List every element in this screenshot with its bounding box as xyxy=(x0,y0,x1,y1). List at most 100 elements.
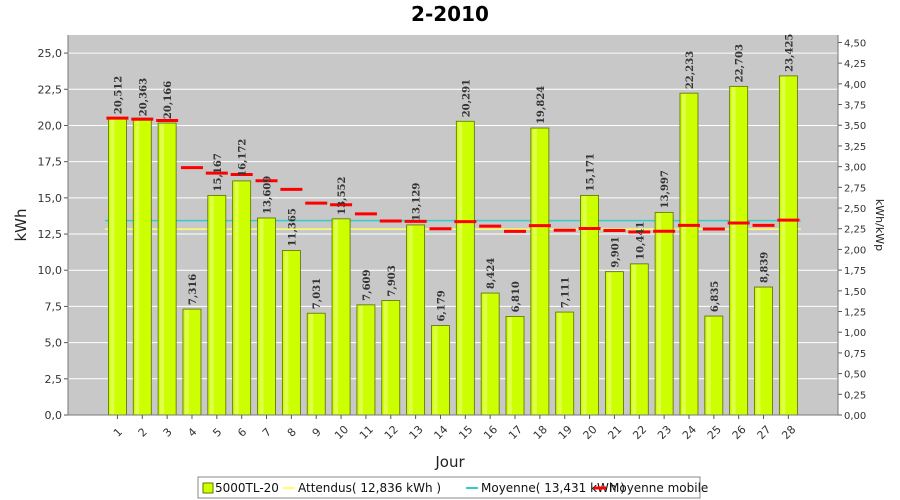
bar-highlight xyxy=(483,294,488,414)
data-label: 20,512 xyxy=(113,76,124,114)
y-tick-label: 17,5 xyxy=(38,156,63,169)
bar-highlight xyxy=(657,213,662,414)
bar-highlight xyxy=(234,181,239,414)
x-tick-label: 18 xyxy=(531,423,550,442)
legend-label-moving: Moyenne mobile xyxy=(609,481,708,495)
x-tick-label: 3 xyxy=(161,425,175,439)
data-label: 8,839 xyxy=(760,252,771,283)
data-label: 19,824 xyxy=(536,86,547,124)
y2-tick-label: 0,50 xyxy=(844,370,866,381)
x-tick-label: 10 xyxy=(332,423,351,442)
x-tick-label: 16 xyxy=(481,423,500,442)
y-tick-label: 15,0 xyxy=(38,192,63,205)
bar-highlight xyxy=(681,94,686,415)
x-tick-label: 20 xyxy=(581,423,600,442)
bar-highlight xyxy=(209,196,214,414)
y2-tick-label: 0,75 xyxy=(844,349,866,360)
bar-highlight xyxy=(433,326,438,414)
x-tick-label: 23 xyxy=(655,423,674,442)
bar-highlight xyxy=(706,317,711,414)
y2-tick-label: 3,50 xyxy=(844,121,866,132)
data-label: 6,810 xyxy=(511,281,522,312)
data-label: 20,363 xyxy=(138,78,149,116)
bar-highlight xyxy=(309,314,314,414)
data-label: 7,111 xyxy=(561,277,572,308)
y2-tick-label: 3,75 xyxy=(844,101,866,112)
x-tick-label: 6 xyxy=(235,425,249,439)
bar-highlight xyxy=(284,251,289,414)
bar-highlight xyxy=(259,218,264,414)
y-tick-label: 20,0 xyxy=(38,119,63,132)
y2-tick-label: 4,00 xyxy=(844,80,866,91)
y-tick-label: 0,0 xyxy=(45,409,63,422)
bar-highlight xyxy=(458,122,463,415)
x-tick-label: 4 xyxy=(185,425,199,439)
x-tick-label: 2 xyxy=(136,425,150,439)
y2-axis-label: kWh/kWp xyxy=(873,199,886,251)
data-label: 9,901 xyxy=(610,236,621,267)
bar-highlight xyxy=(731,87,736,414)
y2-tick-label: 1,50 xyxy=(844,287,866,298)
x-tick-label: 27 xyxy=(755,423,774,442)
bar-highlight xyxy=(110,119,115,414)
x-tick-label: 14 xyxy=(431,423,450,442)
y2-tick-label: 2,00 xyxy=(844,245,866,256)
x-tick-label: 25 xyxy=(705,423,724,442)
y2-tick-label: 1,00 xyxy=(844,328,866,339)
bar-highlight xyxy=(383,301,388,414)
x-tick-label: 8 xyxy=(285,425,299,439)
x-tick-label: 7 xyxy=(260,425,274,439)
x-tick-label: 17 xyxy=(506,423,525,442)
x-tick-label: 28 xyxy=(779,423,798,442)
y2-tick-label: 4,50 xyxy=(844,38,866,49)
bar-highlight xyxy=(358,305,363,414)
bar-highlight xyxy=(532,129,537,415)
bar-highlight xyxy=(334,219,339,414)
data-label: 8,424 xyxy=(486,258,497,289)
x-tick-label: 5 xyxy=(210,425,224,439)
y2-tick-label: 1,75 xyxy=(844,266,866,277)
bar-highlight xyxy=(756,288,761,414)
data-label: 15,167 xyxy=(213,153,224,191)
data-label: 6,179 xyxy=(436,290,447,321)
y2-tick-label: 4,25 xyxy=(844,59,866,70)
y2-tick-label: 0,00 xyxy=(844,411,866,422)
y-tick-label: 2,5 xyxy=(45,373,63,386)
legend: 5000TL-20 Attendus( 12,836 kWh ) Moyenne… xyxy=(197,476,708,499)
x-tick-label: 11 xyxy=(357,423,376,442)
y-tick-label: 25,0 xyxy=(38,47,63,60)
y-tick-label: 7,5 xyxy=(45,300,63,313)
x-tick-label: 12 xyxy=(382,423,401,442)
data-label: 7,031 xyxy=(312,278,323,309)
data-label: 10,441 xyxy=(635,222,646,260)
data-label: 7,316 xyxy=(188,274,199,305)
y2-tick-label: 0,25 xyxy=(844,390,866,401)
legend-label-bars: 5000TL-20 xyxy=(215,481,279,495)
y-axis-label: kWh xyxy=(12,208,30,241)
x-tick-label: 24 xyxy=(680,423,699,442)
data-label: 7,609 xyxy=(362,269,373,300)
y2-tick-label: 2,25 xyxy=(844,225,866,236)
bar-highlight xyxy=(135,121,140,414)
data-label: 13,997 xyxy=(660,170,671,208)
legend-box xyxy=(197,476,701,499)
x-tick-label: 15 xyxy=(456,423,475,442)
legend-label-expected: Attendus( 12,836 kWh ) xyxy=(298,481,441,495)
data-label: 7,903 xyxy=(387,265,398,296)
y2-tick-label: 3,25 xyxy=(844,142,866,153)
x-tick-label: 21 xyxy=(605,423,624,442)
y-tick-label: 22,5 xyxy=(38,83,63,96)
y2-tick-label: 3,00 xyxy=(844,163,866,174)
y2-tick-label: 2,75 xyxy=(844,183,866,194)
data-label: 23,425 xyxy=(784,34,795,72)
bar-highlight xyxy=(607,272,612,414)
bar-highlight xyxy=(160,124,165,414)
data-label: 16,172 xyxy=(238,139,249,177)
bar-highlight xyxy=(582,196,587,414)
x-tick-label: 26 xyxy=(730,423,749,442)
y2-tick-label: 1,25 xyxy=(844,308,866,319)
x-tick-label: 1 xyxy=(111,425,125,439)
data-label: 22,703 xyxy=(735,44,746,82)
